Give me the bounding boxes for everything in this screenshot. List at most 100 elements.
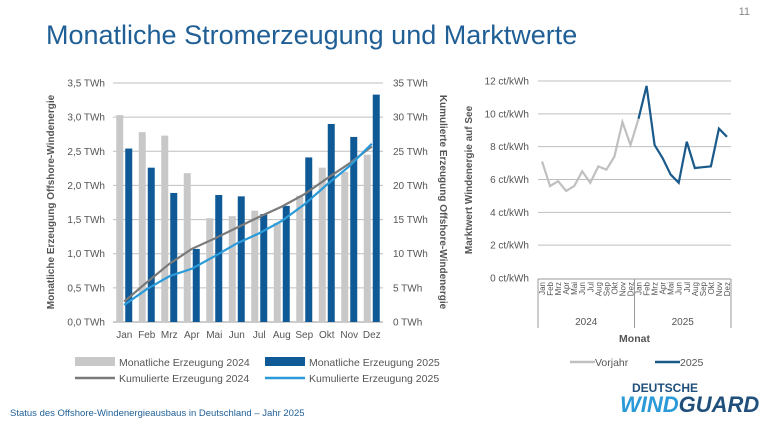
x-tick-label: Apr bbox=[659, 282, 668, 295]
x-tick-label: Jul bbox=[683, 282, 692, 292]
x-tick-label: Jul bbox=[586, 282, 595, 292]
x-tick-label: Dez bbox=[723, 282, 732, 296]
bar-2025 bbox=[215, 194, 223, 322]
legend-label: Kumulierte Erzeugung 2024 bbox=[119, 373, 249, 385]
y2-tick-label: 35 TWh bbox=[393, 79, 428, 90]
x-tick-label: Feb bbox=[643, 281, 652, 295]
y-tick-label: 2 ct/kWh bbox=[490, 241, 529, 252]
x-tick-label: Jun bbox=[229, 330, 245, 341]
x-tick-label: Nov bbox=[340, 330, 358, 341]
x-tick-label: Sep bbox=[295, 330, 313, 341]
y-tick-label: 6 ct/kWh bbox=[490, 175, 529, 186]
bar-2024 bbox=[341, 171, 349, 322]
y-tick-label: 4 ct/kWh bbox=[490, 208, 529, 219]
bar-2024 bbox=[138, 132, 146, 322]
bar-2025 bbox=[372, 94, 380, 322]
x-tick-label: Feb bbox=[138, 330, 156, 341]
y-axis-title: Monatliche Erzeugung Offshore-Windenergi… bbox=[46, 94, 57, 309]
x-group-label: 2024 bbox=[575, 317, 598, 328]
x-tick-label: Sep bbox=[602, 281, 611, 296]
y2-tick-label: 0 TWh bbox=[393, 318, 422, 329]
x-tick-label: Aug bbox=[594, 282, 603, 296]
x-axis-title: Monat bbox=[619, 333, 650, 345]
x-tick-label: Mrz bbox=[651, 282, 660, 295]
page-number: 11 bbox=[738, 6, 750, 18]
bar-2024 bbox=[116, 115, 124, 322]
y2-tick-label: 20 TWh bbox=[393, 181, 428, 192]
y-tick-label: 2,5 TWh bbox=[67, 147, 105, 158]
y2-tick-label: 10 TWh bbox=[393, 249, 428, 260]
logo-line1: DEUTSCHE bbox=[632, 381, 699, 395]
logo-guard: GUARD bbox=[678, 392, 760, 417]
legend-label: Vorjahr bbox=[595, 357, 629, 369]
line-vorjahr bbox=[540, 118, 640, 193]
y-tick-label: 2,0 TWh bbox=[67, 181, 105, 192]
y-tick-label: 0,0 TWh bbox=[67, 318, 105, 329]
x-tick-label: Jun bbox=[578, 282, 587, 295]
bar-2025 bbox=[170, 192, 178, 322]
bar-2025 bbox=[237, 196, 245, 322]
x-tick-label: Jan bbox=[538, 282, 547, 295]
x-tick-label: Nov bbox=[618, 282, 627, 296]
bar-2024 bbox=[251, 210, 259, 322]
bar-2025 bbox=[305, 157, 313, 322]
legend-label: 2025 bbox=[680, 357, 704, 369]
line-cumulative-2024 bbox=[123, 145, 373, 303]
x-tick-label: Mrz bbox=[161, 330, 178, 341]
bar-2025 bbox=[260, 214, 268, 322]
legend-swatch bbox=[265, 357, 305, 366]
bar-2024 bbox=[183, 173, 191, 322]
y2-tick-label: 30 TWh bbox=[393, 113, 428, 124]
bar-2024 bbox=[228, 216, 236, 322]
footer-text: Status des Offshore-Windenergieausbaus i… bbox=[10, 408, 305, 419]
x-tick-label: Feb bbox=[546, 281, 555, 295]
x-tick-label: Jun bbox=[675, 282, 684, 295]
x-tick-label: Jan bbox=[635, 282, 644, 295]
x-tick-label: Mai bbox=[570, 282, 579, 295]
bar-2024 bbox=[273, 222, 281, 322]
line-cumulative-2025 bbox=[123, 142, 373, 306]
x-tick-label: Jan bbox=[116, 330, 132, 341]
x-tick-label: Okt bbox=[610, 281, 619, 294]
y-tick-label: 12 ct/kWh bbox=[485, 77, 529, 88]
windguard-logo: DEUTSCHE WINDGUARD bbox=[620, 382, 759, 416]
logo-wind: WIND bbox=[620, 392, 679, 417]
x-tick-label: Aug bbox=[273, 330, 291, 341]
x-tick-label: Dez bbox=[626, 282, 635, 296]
x-group-label: 2025 bbox=[672, 317, 695, 328]
y-tick-label: 1,0 TWh bbox=[67, 249, 105, 260]
y2-axis-title: Kumulierte Erzeugung Offshore-Windenergi… bbox=[437, 95, 448, 310]
y-tick-label: 0 ct/kWh bbox=[490, 274, 529, 285]
y-tick-label: 1,5 TWh bbox=[67, 215, 105, 226]
x-tick-label: Okt bbox=[319, 330, 335, 341]
x-tick-label: Dez bbox=[363, 330, 381, 341]
x-tick-label: Okt bbox=[707, 281, 716, 294]
y-tick-label: 3,0 TWh bbox=[67, 113, 105, 124]
legend-swatch bbox=[75, 357, 115, 366]
legend-label: Kumulierte Erzeugung 2025 bbox=[309, 373, 439, 385]
bar-2025 bbox=[350, 136, 358, 322]
x-tick-label: Mai bbox=[206, 330, 222, 341]
bar-2025 bbox=[125, 148, 133, 322]
y-tick-label: 8 ct/kWh bbox=[490, 142, 529, 153]
x-tick-label: Jul bbox=[253, 330, 266, 341]
bar-2024 bbox=[363, 154, 371, 322]
x-tick-label: Mrz bbox=[554, 282, 563, 295]
bar-2025 bbox=[327, 123, 335, 322]
y-tick-label: 3,5 TWh bbox=[67, 79, 105, 90]
y-axis-title: Marktwert Windenergie auf See bbox=[464, 105, 475, 254]
bar-2025 bbox=[192, 248, 200, 322]
x-tick-label: Mai bbox=[667, 282, 676, 295]
x-tick-label: Apr bbox=[184, 330, 200, 341]
y2-tick-label: 15 TWh bbox=[393, 215, 428, 226]
y2-tick-label: 5 TWh bbox=[393, 283, 422, 294]
x-tick-label: Nov bbox=[715, 282, 724, 296]
legend-label: Monatliche Erzeugung 2025 bbox=[309, 357, 440, 369]
x-tick-label: Sep bbox=[699, 281, 708, 296]
bar-2024 bbox=[161, 135, 169, 322]
bar-2024 bbox=[206, 218, 214, 322]
x-tick-label: Aug bbox=[691, 282, 700, 296]
line-2025 bbox=[637, 85, 728, 186]
